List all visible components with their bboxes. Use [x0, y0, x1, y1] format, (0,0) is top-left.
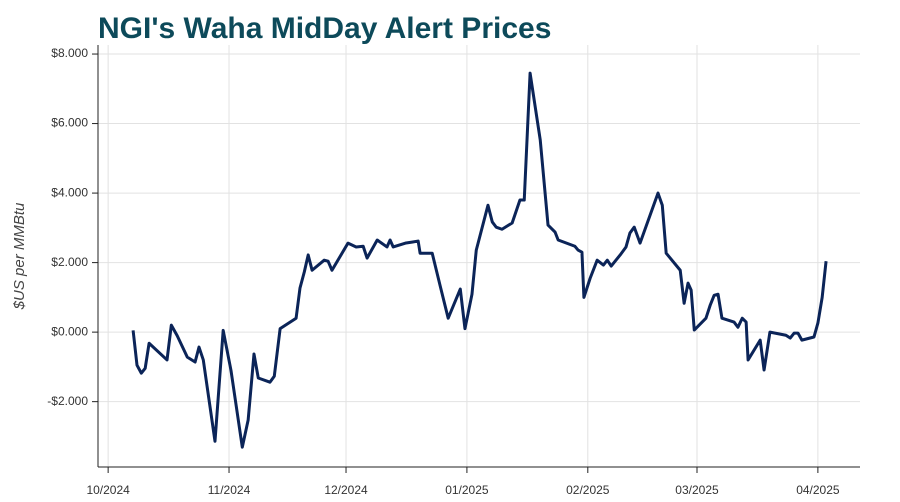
- y-tick-label: $2.000: [51, 255, 88, 269]
- x-tick-label: 03/2025: [675, 483, 719, 497]
- x-tick-label: 01/2025: [445, 483, 489, 497]
- price-line: [131, 71, 828, 449]
- x-tick-label: 02/2025: [566, 483, 610, 497]
- y-tick-label: -$2.000: [47, 394, 88, 408]
- y-axis-label: $US per MMBtu: [11, 202, 28, 310]
- y-tick-label: $8.000: [51, 46, 88, 60]
- y-tick-label: $6.000: [51, 116, 88, 130]
- y-tick-label: $0.000: [51, 324, 88, 338]
- y-tick-label: $4.000: [51, 185, 88, 199]
- x-tick-label: 11/2024: [208, 483, 251, 497]
- x-tick-label: 10/2024: [86, 483, 130, 497]
- chart-title: NGI's Waha MidDay Alert Prices: [98, 12, 551, 45]
- x-tick-label: 12/2024: [324, 483, 368, 497]
- x-tick-label: 04/2025: [796, 483, 840, 497]
